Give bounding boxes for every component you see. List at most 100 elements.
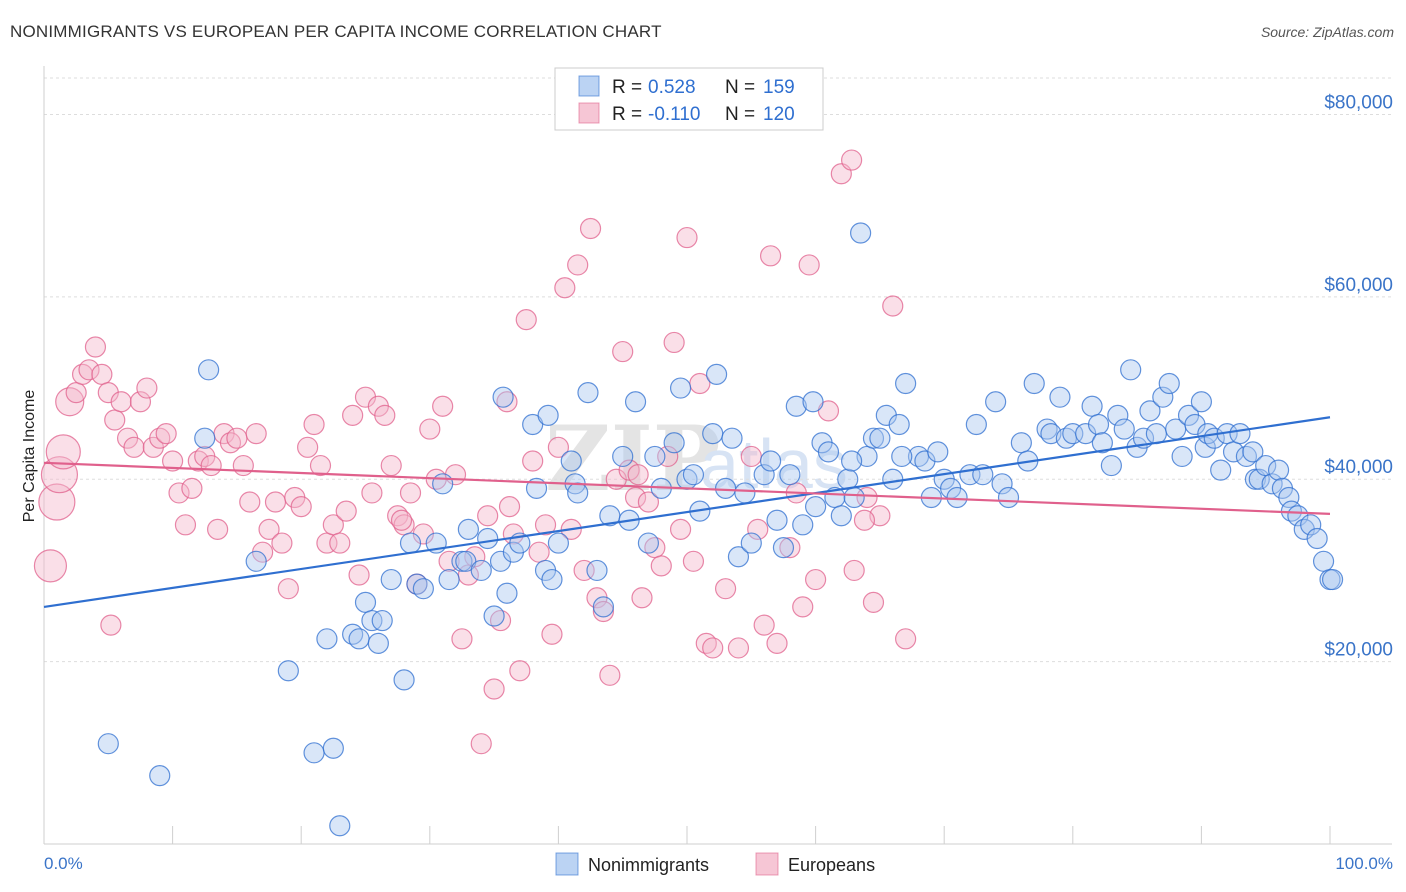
nonimmigrants-point-122 [1158,372,1180,395]
nonimmigrants-point-112 [1091,432,1113,454]
nonimmigrants-point-80 [843,486,865,509]
europeans-point-100 [676,226,698,249]
europeans-point-87 [592,600,615,623]
nonimmigrants-point-60 [705,363,728,385]
europeans-point-81 [554,277,576,299]
nonimmigrants-point-138 [1248,468,1270,490]
europeans-point-78 [534,514,557,536]
nonimmigrants-point-128 [1194,436,1216,458]
europeans-point-99 [669,518,692,540]
nonimmigrants-point-70 [779,464,801,486]
x-tick-label-1: 100.0% [1335,854,1393,873]
europeans-point-123 [882,295,904,317]
nonimmigrants-point-66 [753,464,775,486]
nonimmigrants-point-78 [830,505,852,527]
nonimmigrants-point-140 [1261,473,1283,495]
nonimmigrants-point-86 [888,413,910,436]
europeans-trend-line [43,461,1331,515]
europeans-point-46 [329,532,351,554]
europeans-point-47 [335,500,357,522]
x-tick-labels: 0.0% 100.0% [44,854,1393,873]
axes [43,66,1392,845]
legend-n-value-0: 159 [763,77,795,98]
nonimmigrants-point-46 [592,596,615,618]
nonimmigrants-point-74 [804,495,827,518]
europeans-point-77 [528,541,550,563]
europeans-point-33 [245,423,267,445]
europeans-point-35 [258,518,280,540]
legend-swatch-1 [578,102,600,124]
nonimmigrants-point-111 [1087,413,1110,436]
legend-r-value-1: -0.110 [648,104,700,125]
nonimmigrants-point-14 [367,632,389,654]
nonimmigrants-point-43 [567,482,589,504]
bottom-legend-label-0: Nonimmigrants [588,855,709,875]
europeans-point-97 [657,445,679,468]
nonimmigrants-point-83 [869,427,891,449]
nonimmigrants-point-121 [1152,386,1174,408]
europeans-point-36 [264,491,287,513]
nonimmigrants-point-119 [1139,400,1161,422]
nonimmigrants-point-2 [194,427,216,449]
nonimmigrants-point-26 [457,518,479,540]
europeans-point-40 [290,495,312,518]
nonimmigrants-point-82 [862,427,885,449]
nonimmigrants-point-120 [1145,423,1167,445]
europeans-point-21 [168,482,190,504]
nonimmigrants-point-31 [492,386,514,408]
europeans-point-80 [547,436,570,458]
europeans-point-107 [740,445,762,468]
bottom-legend-swatch-1 [755,852,779,876]
nonimmigrants-point-61 [714,477,737,499]
nonimmigrants-point-101 [1010,432,1032,454]
europeans-point-104 [702,637,724,659]
europeans-point-120 [856,486,878,509]
nonimmigrants-point-91 [927,441,949,463]
correlation-legend: R = 0.528 N = 159 R = -0.110 N = 120 [554,67,824,131]
nonimmigrants-point-32 [496,582,518,604]
nonimmigrants-point-35 [522,413,544,436]
europeans-point-68 [470,733,492,755]
nonimmigrants-point-11 [348,628,370,650]
europeans-point-119 [843,559,865,582]
nonimmigrants-point-113 [1100,454,1122,477]
legend-box [554,67,824,131]
europeans-point-14 [123,436,145,458]
nonimmigrants-point-106 [1049,386,1071,408]
legend-n-label-0: N = [725,77,755,98]
nonimmigrants-point-87 [895,372,917,395]
y-tick-label-0: $20,000 [1324,640,1393,661]
nonimmigrants-point-65 [740,532,762,554]
legend-r-value-0: 0.528 [648,77,696,98]
nonimmigrants-point-96 [965,413,987,436]
nonimmigrants-point-72 [792,514,814,536]
nonimmigrants-point-3 [198,359,220,381]
nonimmigrants-point-51 [637,532,660,554]
europeans-point-3 [45,434,81,470]
nonimmigrants-point-131 [1210,459,1232,481]
nonimmigrants-point-115 [1113,418,1135,440]
series-nonimmigrants [97,222,1344,837]
nonimmigrants-point-45 [586,559,608,582]
nonimmigrants-point-136 [1242,441,1264,463]
y-axis-label: Per Capita Income [21,390,38,523]
nonimmigrants-point-54 [663,432,685,454]
nonimmigrants-point-48 [612,445,634,468]
nonimmigrants-point-71 [785,395,807,417]
nonimmigrants-point-127 [1190,391,1213,413]
nonimmigrants-point-67 [759,450,782,472]
nonimmigrants-point-98 [985,391,1007,413]
europeans-point-124 [895,628,917,650]
nonimmigrants-point-63 [727,546,750,568]
nonimmigrants-point-57 [682,464,705,486]
europeans-point-43 [309,454,332,477]
nonimmigrants-point-7 [316,628,338,650]
nonimmigrants-point-99 [991,473,1013,495]
europeans-point-94 [637,491,660,513]
europeans-point-118 [841,149,863,171]
nonimmigrants-point-1 [149,765,171,787]
europeans-point-53 [374,404,396,427]
europeans-point-83 [567,254,589,276]
europeans-point-20 [162,450,184,472]
chart-title: NONIMMIGRANTS VS EUROPEAN PER CAPITA INC… [10,22,662,41]
